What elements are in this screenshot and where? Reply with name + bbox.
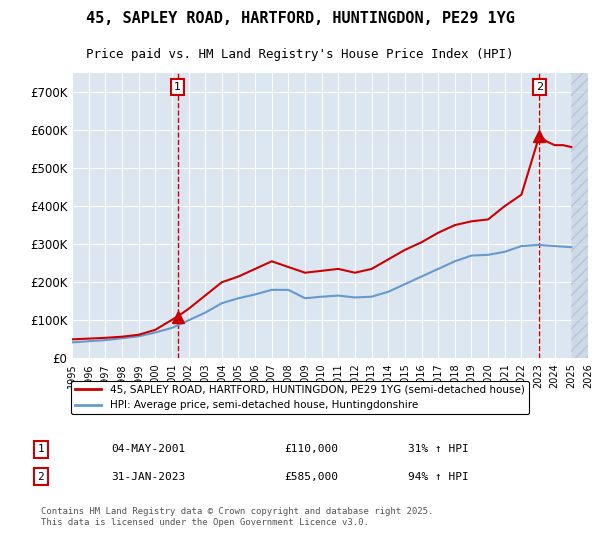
Bar <box>571 73 588 358</box>
Text: 1: 1 <box>37 444 44 454</box>
Text: £110,000: £110,000 <box>284 444 338 454</box>
Text: 31% ↑ HPI: 31% ↑ HPI <box>408 444 469 454</box>
Text: 1: 1 <box>174 82 181 92</box>
Text: Contains HM Land Registry data © Crown copyright and database right 2025.
This d: Contains HM Land Registry data © Crown c… <box>41 507 433 526</box>
Text: £585,000: £585,000 <box>284 472 338 482</box>
Text: 2: 2 <box>37 472 44 482</box>
Text: 04-MAY-2001: 04-MAY-2001 <box>111 444 185 454</box>
Legend: 45, SAPLEY ROAD, HARTFORD, HUNTINGDON, PE29 1YG (semi-detached house), HPI: Aver: 45, SAPLEY ROAD, HARTFORD, HUNTINGDON, P… <box>71 381 529 414</box>
Text: Price paid vs. HM Land Registry's House Price Index (HPI): Price paid vs. HM Land Registry's House … <box>86 48 514 61</box>
Text: 31-JAN-2023: 31-JAN-2023 <box>111 472 185 482</box>
Text: 2: 2 <box>536 82 543 92</box>
Text: 45, SAPLEY ROAD, HARTFORD, HUNTINGDON, PE29 1YG: 45, SAPLEY ROAD, HARTFORD, HUNTINGDON, P… <box>86 11 514 26</box>
Text: 94% ↑ HPI: 94% ↑ HPI <box>408 472 469 482</box>
